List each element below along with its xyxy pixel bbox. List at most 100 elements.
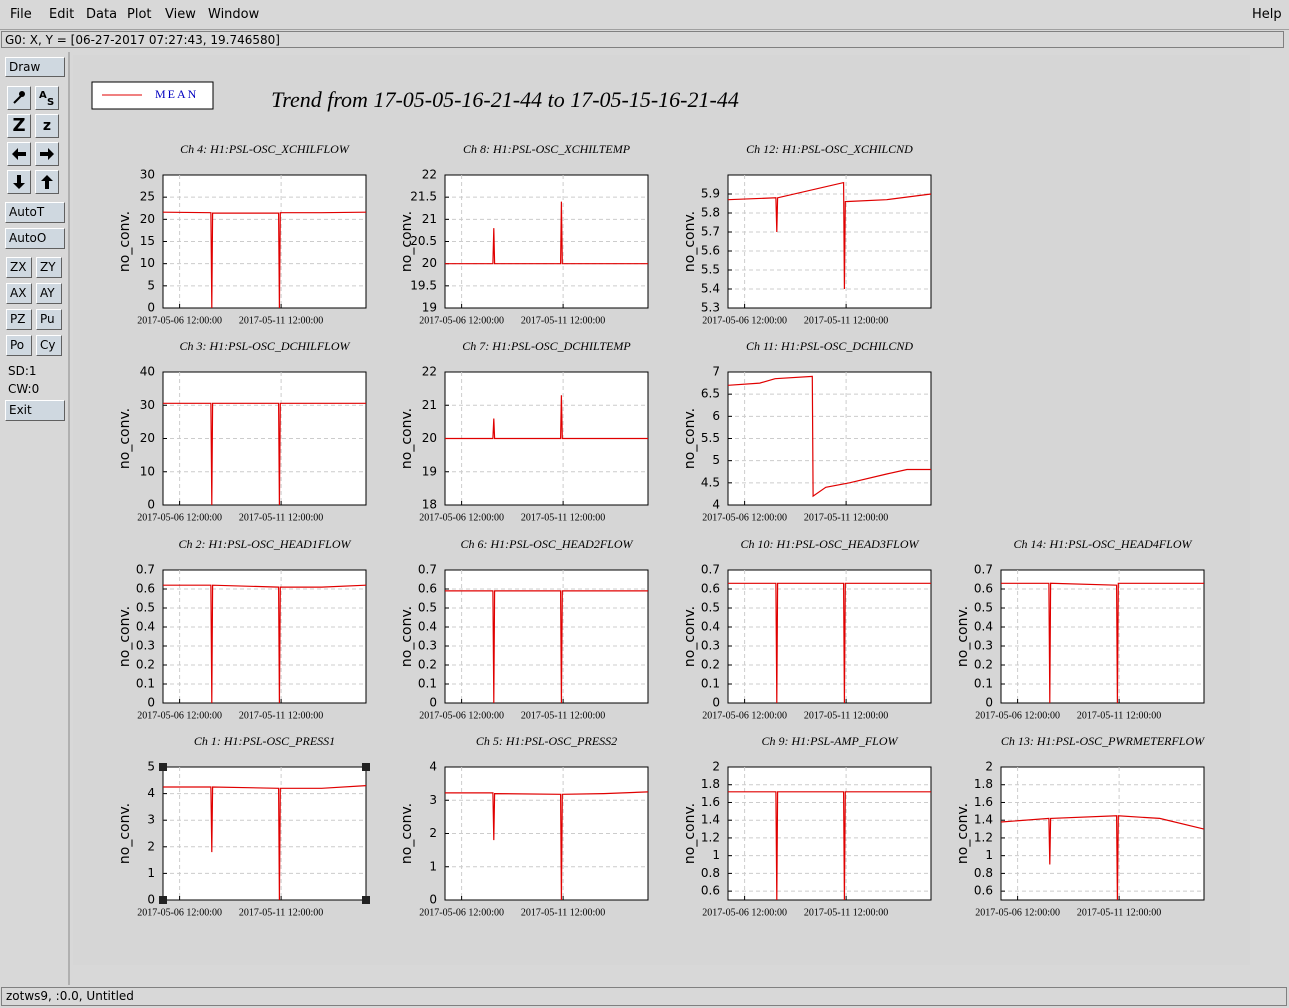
y-tick-label: 5.5 xyxy=(701,431,720,445)
y-tick-label: 6 xyxy=(712,409,720,423)
pick-tool[interactable] xyxy=(7,86,31,110)
y-tick-label: 0.4 xyxy=(974,620,993,634)
x-tick-label: 2017-05-11 12:00:00 xyxy=(239,315,323,326)
y-axis-label: no_conv. xyxy=(682,606,698,667)
toolbar-button[interactable]: PZ xyxy=(6,309,32,330)
data-line xyxy=(445,395,648,440)
svg-text:S: S xyxy=(47,97,54,108)
y-tick-label: 0.2 xyxy=(974,658,993,672)
selection-handle xyxy=(159,763,167,771)
chart-title: Ch 3: H1:PSL-OSC_DCHILFLOW xyxy=(179,339,350,353)
chart-title: Ch 11: H1:PSL-OSC_DCHILCND xyxy=(746,339,913,353)
x-tick-label: 2017-05-06 12:00:00 xyxy=(419,710,504,721)
toolbar-info: SD:1 xyxy=(8,364,37,378)
menu-item[interactable]: Data xyxy=(86,7,118,22)
y-tick-label: 25 xyxy=(140,190,155,204)
toolbar-button[interactable]: Po xyxy=(6,335,32,356)
x-tick-label: 2017-05-06 12:00:00 xyxy=(975,907,1060,918)
arrow-icon xyxy=(12,148,26,160)
y-tick-label: 4 xyxy=(712,498,720,512)
y-axis-label: no_conv. xyxy=(399,606,415,667)
svg-text:A: A xyxy=(39,90,47,101)
data-line xyxy=(162,211,367,309)
draw-button[interactable]: Draw xyxy=(5,57,65,77)
data-line xyxy=(727,375,931,498)
y-tick-label: 0.6 xyxy=(701,884,720,898)
x-tick-label: 2017-05-11 12:00:00 xyxy=(521,907,605,918)
x-tick-label: 2017-05-06 12:00:00 xyxy=(419,512,504,523)
plot-panel: MEAN Trend from 17-05-05-16-21-44 to 17-0… xyxy=(73,55,1250,965)
x-tick-label: 2017-05-06 12:00:00 xyxy=(419,315,504,326)
data-line xyxy=(445,791,649,901)
y-tick-label: 21.5 xyxy=(410,190,437,204)
y-tick-label: 7 xyxy=(712,365,720,379)
plot-area xyxy=(162,569,367,704)
y-tick-label: 2 xyxy=(429,826,437,840)
y-axis-label: no_conv. xyxy=(117,211,133,272)
y-tick-label: 21 xyxy=(422,212,437,226)
toolbar-button[interactable]: Pu xyxy=(36,309,62,330)
y-tick-label: 4.5 xyxy=(701,475,720,489)
toolbar-button[interactable]: AX xyxy=(6,283,32,304)
menu-item[interactable]: Window xyxy=(208,7,260,22)
chart-title: Ch 4: H1:PSL-OSC_XCHILFLOW xyxy=(180,142,350,156)
y-tick-label: 20.5 xyxy=(410,234,437,248)
y-tick-label: 0.7 xyxy=(701,563,720,577)
x-tick-label: 2017-05-11 12:00:00 xyxy=(521,315,605,326)
toolbar-button[interactable]: Cy xyxy=(36,335,62,356)
plot-area xyxy=(727,174,932,309)
y-tick-label: 10 xyxy=(140,256,155,270)
y-tick-label: 4 xyxy=(429,760,437,774)
y-tick-label: 5.5 xyxy=(701,263,720,277)
toolbar-button[interactable]: AutoT xyxy=(5,202,65,223)
menu-item[interactable]: Edit xyxy=(49,7,75,22)
y-axis-label: no_conv. xyxy=(399,211,415,272)
toolbar-button[interactable]: ZY xyxy=(36,257,62,278)
menu-help[interactable]: Help xyxy=(1252,7,1282,22)
y-tick-label: 1 xyxy=(712,848,720,862)
y-tick-label: 0 xyxy=(147,301,155,315)
zoom-small[interactable]: z xyxy=(35,114,59,138)
y-tick-label: 0.1 xyxy=(136,677,155,691)
y-tick-label: 0.7 xyxy=(974,563,993,577)
menu-item[interactable]: View xyxy=(165,7,196,22)
toolbar-button[interactable]: AutoO xyxy=(5,228,65,249)
y-tick-label: 19.5 xyxy=(410,278,437,292)
arrow-down[interactable] xyxy=(7,170,31,194)
y-tick-label: 0.3 xyxy=(418,639,437,653)
y-tick-label: 1.6 xyxy=(701,795,720,809)
y-tick-label: 0.5 xyxy=(418,601,437,615)
y-tick-label: 0.8 xyxy=(974,866,993,880)
x-tick-label: 2017-05-11 12:00:00 xyxy=(1077,710,1161,721)
arrow-left[interactable] xyxy=(7,142,31,166)
menu-item[interactable]: Plot xyxy=(127,7,152,22)
y-tick-label: 30 xyxy=(140,168,155,182)
arrow-up[interactable] xyxy=(35,170,59,194)
y-tick-label: 0.2 xyxy=(701,658,720,672)
plot-area xyxy=(444,569,649,704)
y-tick-label: 0.6 xyxy=(974,582,993,596)
menu-item[interactable]: File xyxy=(10,7,32,22)
chart-title: Ch 9: H1:PSL-AMP_FLOW xyxy=(762,734,899,748)
data-line xyxy=(163,402,366,506)
arrow-icon xyxy=(41,175,53,189)
toolbar-button[interactable]: AY xyxy=(36,283,62,304)
y-tick-label: 2 xyxy=(147,839,155,853)
x-tick-label: 2017-05-11 12:00:00 xyxy=(1077,907,1161,918)
y-tick-label: 0 xyxy=(429,696,437,710)
x-tick-label: 2017-05-11 12:00:00 xyxy=(804,315,888,326)
y-tick-label: 22 xyxy=(422,365,437,379)
y-tick-label: 0.6 xyxy=(701,582,720,596)
exit-button[interactable]: Exit xyxy=(5,400,65,421)
chart-title: Ch 10: H1:PSL-OSC_HEAD3FLOW xyxy=(741,537,920,551)
zoom-big[interactable]: Z xyxy=(7,114,31,138)
y-tick-label: 0.6 xyxy=(418,582,437,596)
toolbar-button[interactable]: ZX xyxy=(6,257,32,278)
y-tick-label: 0.7 xyxy=(418,563,437,577)
y-tick-label: 5.4 xyxy=(701,282,720,296)
arrow-right[interactable] xyxy=(35,142,59,166)
y-tick-label: 1.8 xyxy=(974,777,993,791)
